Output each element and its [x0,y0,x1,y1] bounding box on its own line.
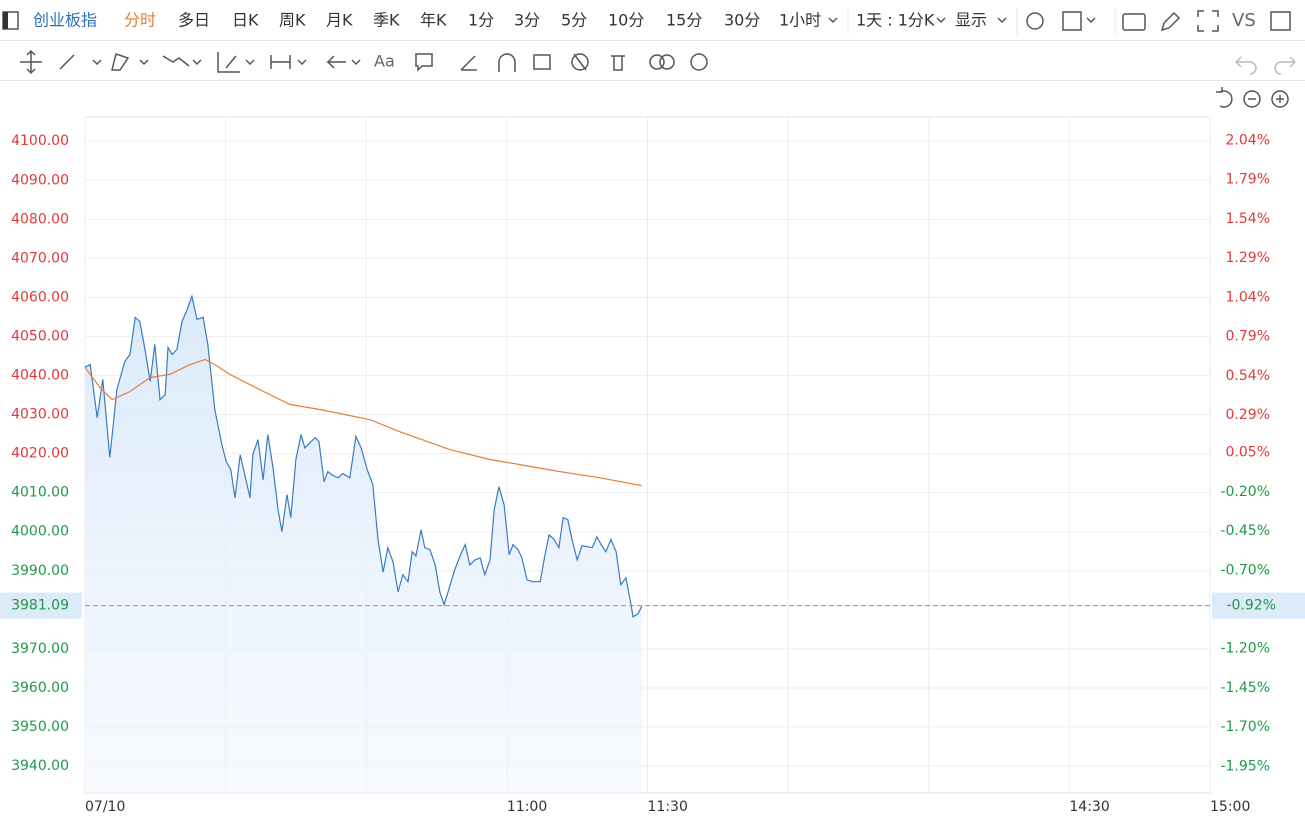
y-tick-label: 4050.00 [11,328,69,344]
undo-redo[interactable] [1235,56,1296,75]
y2-tick-label: 1.04% [1226,289,1270,305]
x-tick-label: 14:30 [1069,799,1109,815]
y2-tick-label: 2.04% [1226,133,1270,149]
period-tab[interactable]: 30分 [724,11,760,30]
y-tick-label: 3970.00 [11,641,69,657]
period-tab[interactable]: 周K [279,11,306,30]
last-change-label: -0.92% [1226,598,1276,614]
y2-tick-label: 1.29% [1226,250,1270,266]
y2-tick-label: -1.95% [1220,758,1270,774]
y-tick-label: 4090.00 [11,172,69,188]
y-tick-label: 3950.00 [11,719,69,735]
last-price-label: 3981.09 [11,598,69,614]
x-tick-label: 15:00 [1210,799,1250,815]
panel-icon[interactable] [1270,11,1291,31]
y2-tick-label: -1.70% [1220,719,1270,735]
y-tick-label: 4000.00 [11,524,69,540]
y-tick-label: 4070.00 [11,250,69,266]
period-tab[interactable]: 15分 [666,11,702,30]
y-tick-label: 4030.00 [11,407,69,423]
compare-tool[interactable] [649,54,675,70]
period-tab[interactable]: 3分 [514,11,540,30]
tool-settings[interactable] [690,53,708,71]
y2-tick-label: -0.45% [1220,523,1270,539]
y2-tick-label: -1.45% [1220,680,1270,696]
zoom-in [1276,95,1284,103]
y2-tick-label: -1.20% [1220,641,1270,657]
reset-zoom[interactable] [1216,87,1233,108]
drawing-tool[interactable] [59,52,625,73]
period-tab[interactable]: 10分 [608,11,644,30]
x-tick-label: 11:30 [648,799,688,815]
period-tab[interactable]: 1小时 [779,11,821,30]
y2-tick-label: 0.29% [1226,407,1270,423]
y2-tick-label: 0.79% [1226,329,1270,345]
period-tab[interactable]: 1分 [468,11,494,30]
compare-button[interactable]: VS [1232,10,1256,31]
zoom-out[interactable] [1243,90,1261,108]
period-tab[interactable]: 分时 [124,11,156,30]
y-tick-label: 4010.00 [11,485,69,501]
y-tick-label: 3940.00 [11,758,69,774]
x-tick-label: 07/10 [85,799,125,815]
y-tick-label: 4100.00 [11,133,69,149]
period-tab[interactable]: 年K [420,11,447,30]
layout-icon[interactable] [1062,11,1082,31]
y-tick-label: 4060.00 [11,289,69,305]
text-tool[interactable]: Aa [374,52,395,71]
y2-tick-label: 1.79% [1226,172,1270,188]
display-select[interactable]: 显示 [955,11,987,30]
period-tab[interactable]: 日K [232,11,259,30]
fullscreen-icon[interactable] [1197,10,1219,32]
period-tab[interactable]: 季K [373,11,400,30]
y2-tick-label: 1.54% [1226,211,1270,227]
camera-icon[interactable] [1122,13,1146,31]
price-line [84,294,643,618]
price-area [85,296,642,793]
period-tab[interactable]: 多日 [178,11,210,30]
move-tool[interactable] [20,49,42,75]
dropdown-caret [92,59,361,66]
dropdown-caret [828,17,1096,24]
y2-tick-label: 0.54% [1226,368,1270,384]
zoom-in[interactable] [1271,90,1289,108]
y-tick-label: 4020.00 [11,446,69,462]
average-line [84,358,643,487]
pencil-icon[interactable] [1160,11,1181,32]
y-tick-label: 4080.00 [11,211,69,227]
y2-tick-label: 0.05% [1226,445,1270,461]
interval-select[interactable]: 1天 : 1分K [856,11,935,30]
last-change-box [1212,592,1305,619]
y-tick-label: 3960.00 [11,680,69,696]
symbol[interactable]: 创业板指 [33,11,97,30]
period-tab[interactable]: 月K [326,11,353,30]
settings-icon[interactable] [1026,12,1044,30]
y-tick-label: 3990.00 [11,563,69,579]
y-tick-label: 4040.00 [11,368,69,384]
period-tab[interactable]: 5分 [561,11,587,30]
y2-tick-label: -0.20% [1220,484,1270,500]
sidebar-icon [3,12,8,29]
y2-tick-label: -0.70% [1220,562,1270,578]
x-tick-label: 11:00 [507,799,547,815]
last-price-box [0,592,82,619]
